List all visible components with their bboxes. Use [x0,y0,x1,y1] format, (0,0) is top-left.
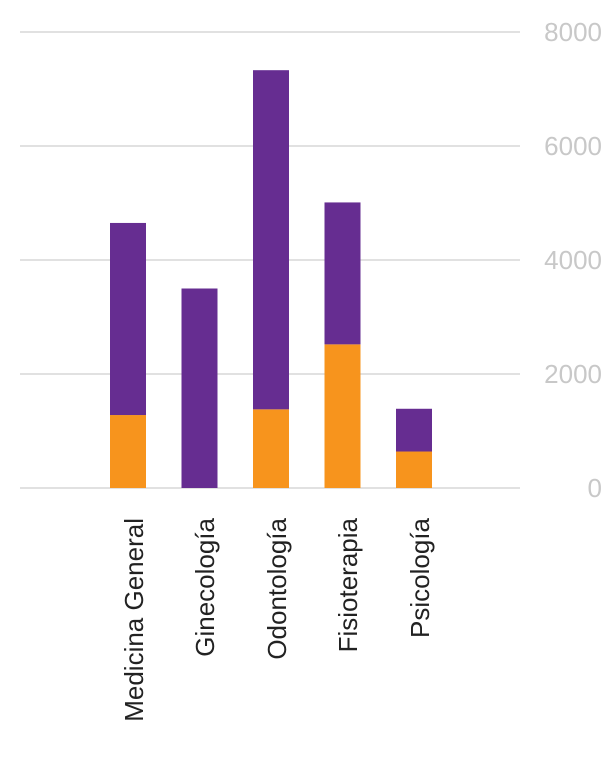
category-label-3: Fisioterapia [333,517,363,652]
category-label-2: Odontología [262,517,292,659]
y-tick-label-6000: 6000 [544,131,602,161]
category-label-1: Ginecología [190,517,220,656]
y-tick-label-0: 0 [588,473,602,503]
category-label-0: Medicina General [119,518,149,722]
category-label-4: Psicología [405,517,435,637]
bar-segment-2-0 [110,222,146,416]
y-tick-label-4000: 4000 [544,245,602,275]
bar-segment-2-4 [396,408,432,452]
bar-segment-2-1 [181,288,218,488]
y-tick-label-2000: 2000 [544,359,602,389]
bar-segment-1-2 [253,409,289,488]
y-tick-layer: 0 2000 4000 6000 8000 [544,17,602,503]
bar-segment-2-2 [253,70,289,410]
category-label-layer: Medicina General Ginecología Odontología Fi… [119,517,435,721]
bars-layer [110,70,432,488]
bar-segment-1-0 [110,415,146,488]
bar-segment-1-3 [324,344,361,488]
y-tick-label-8000: 8000 [544,17,602,47]
bar-segment-1-4 [396,451,432,488]
bar-segment-2-3 [324,202,361,345]
